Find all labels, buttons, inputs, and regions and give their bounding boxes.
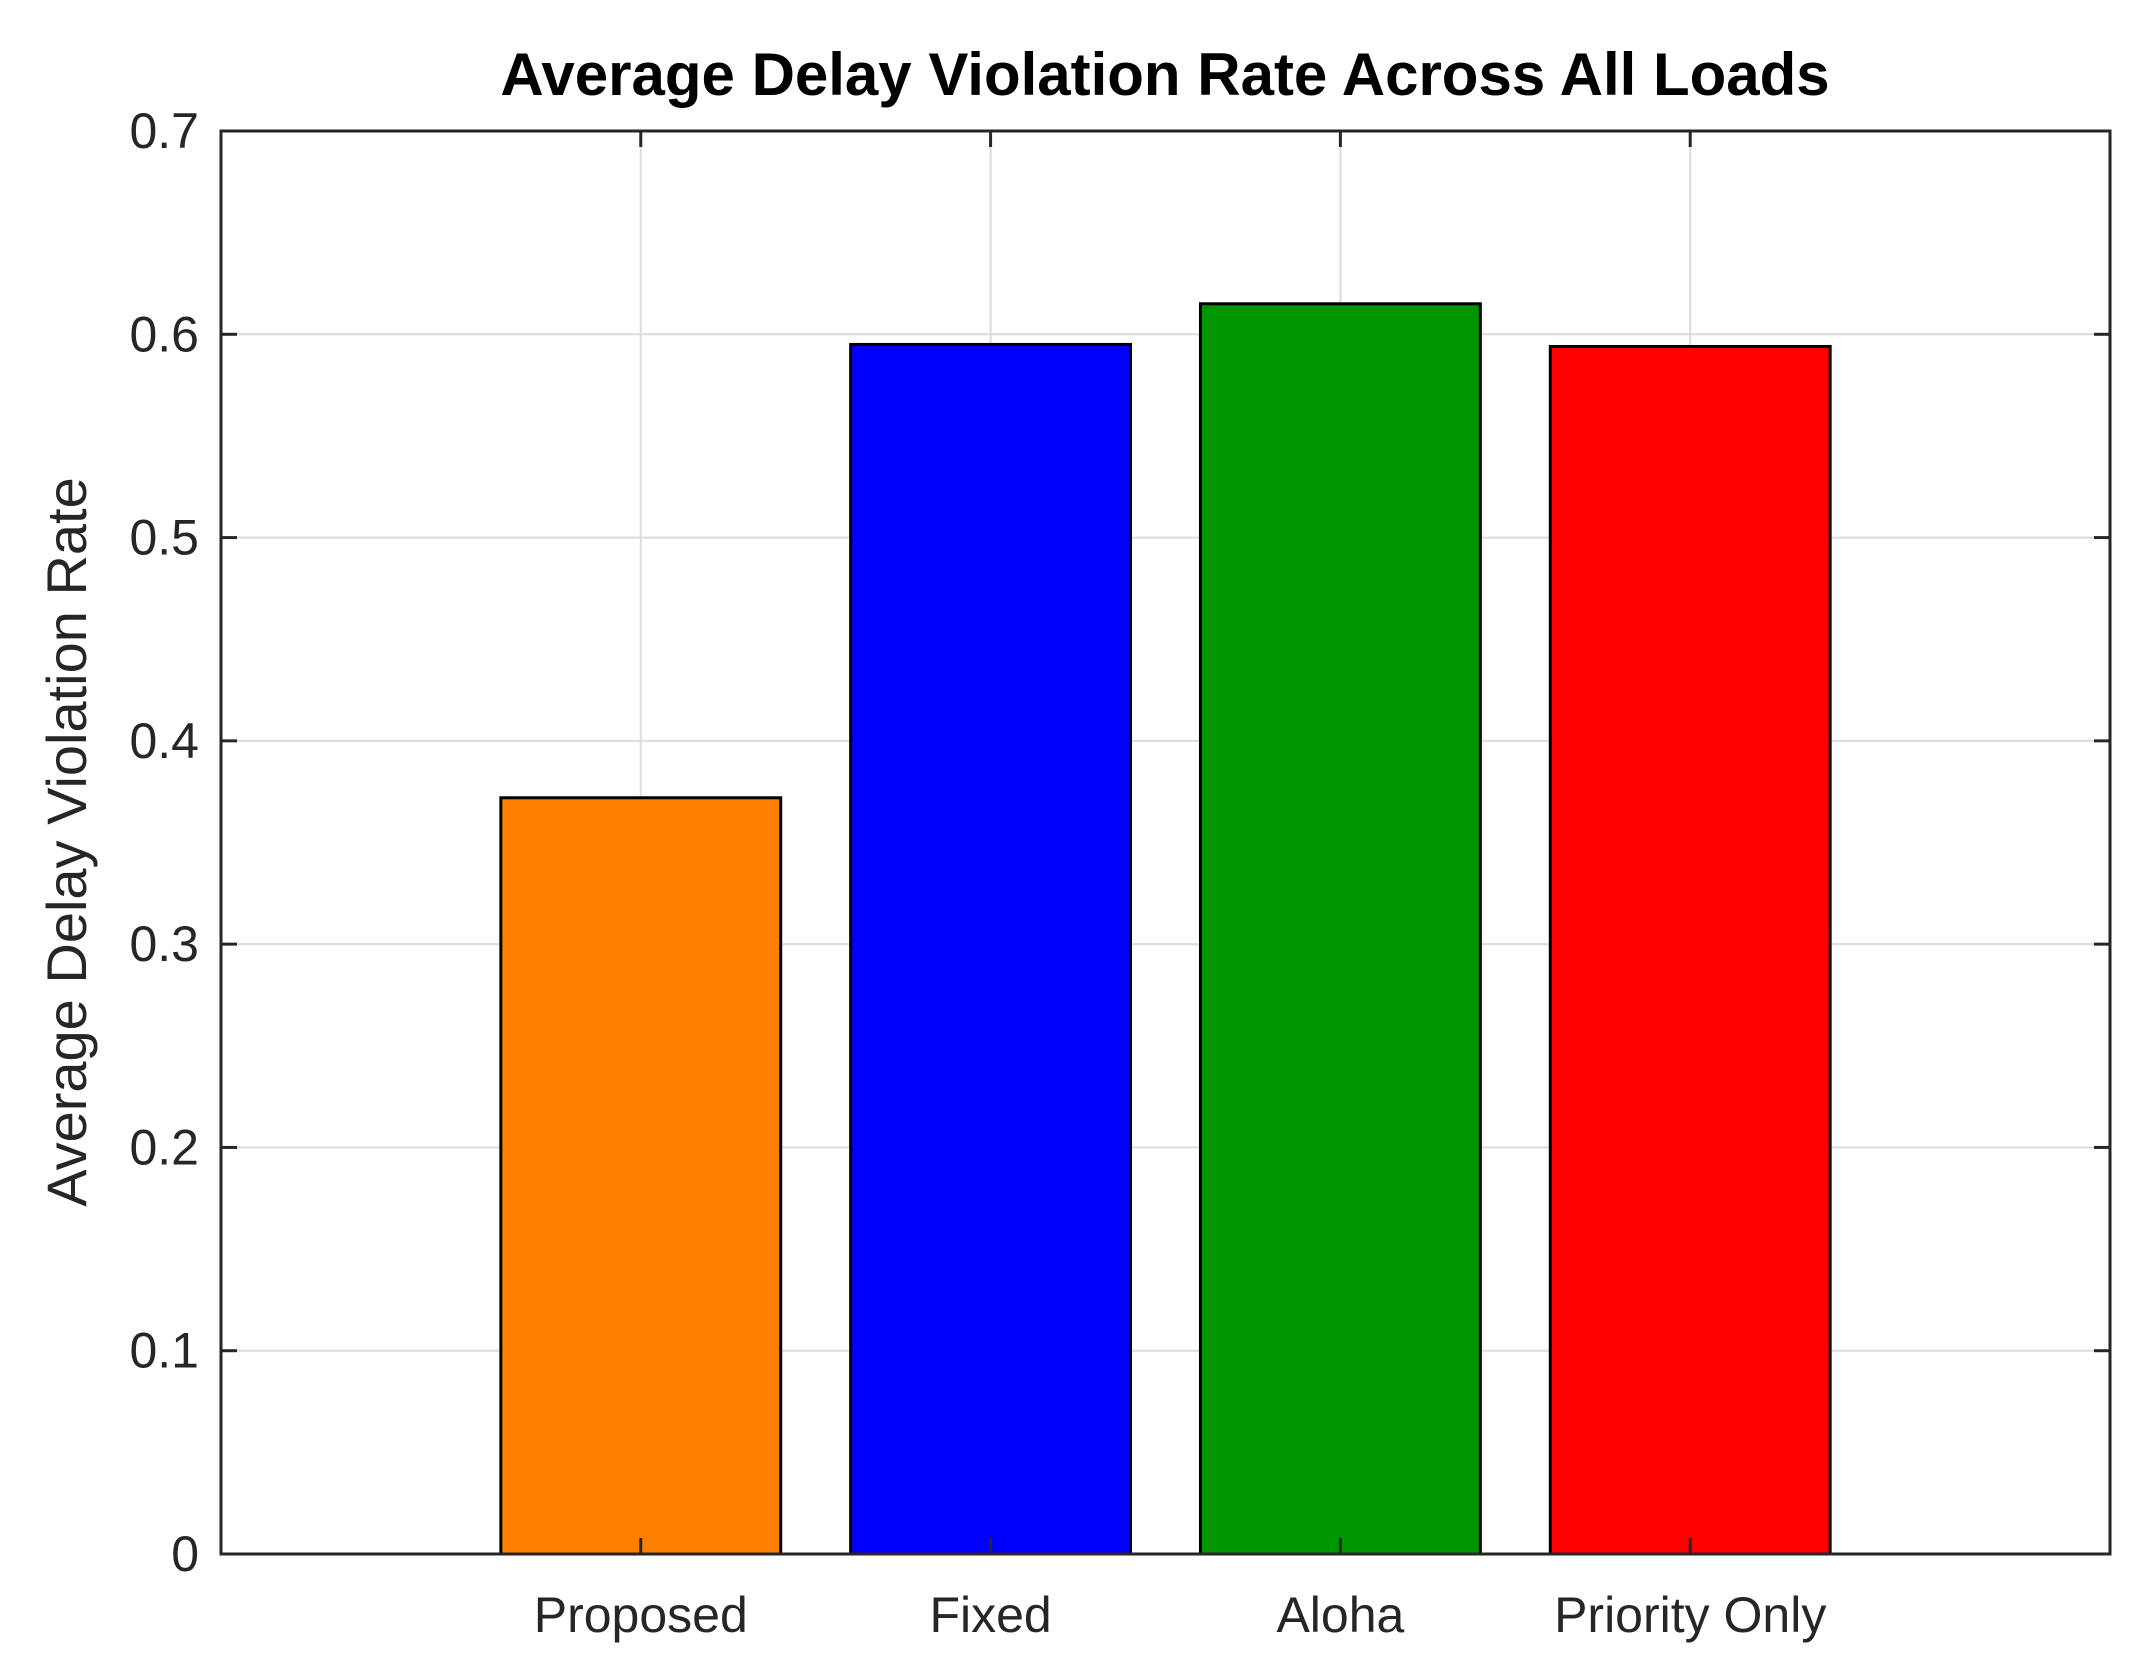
x-tick-label-2: Aloha bbox=[1276, 1587, 1404, 1643]
bar-proposed bbox=[499, 796, 783, 1556]
y-tick-label-5: 0.5 bbox=[129, 510, 199, 566]
x-tick-label-3: Priority Only bbox=[1554, 1587, 1826, 1643]
tick-marks bbox=[221, 129, 2110, 1556]
chart-title: Average Delay Violation Rate Across All … bbox=[500, 41, 1829, 108]
y-tick-label-3: 0.3 bbox=[129, 916, 199, 972]
bar-fixed bbox=[849, 342, 1133, 1556]
y-axis-label: Average Delay Violation Rate bbox=[35, 477, 98, 1207]
y-tick-label-1: 0.1 bbox=[129, 1323, 199, 1379]
y-tick-label-2: 0.2 bbox=[129, 1119, 199, 1175]
x-tick-label-0: Proposed bbox=[534, 1587, 748, 1643]
y-tick-label-4: 0.4 bbox=[129, 713, 199, 769]
y-tick-label-6: 0.6 bbox=[129, 306, 199, 362]
bars bbox=[499, 302, 1832, 1556]
y-tick-label-0: 0 bbox=[171, 1526, 199, 1582]
bar-aloha bbox=[1198, 302, 1482, 1556]
tick-labels: 0 0.1 0.2 0.3 0.4 0.5 0.6 0.7 Proposed Fixed Aloha… bbox=[129, 103, 1826, 1643]
plot-frame bbox=[219, 129, 2112, 1556]
bar-priority-only bbox=[1548, 344, 1832, 1556]
x-tick-label-1: Fixed bbox=[929, 1587, 1051, 1643]
y-tick-label-7: 0.7 bbox=[129, 103, 199, 159]
